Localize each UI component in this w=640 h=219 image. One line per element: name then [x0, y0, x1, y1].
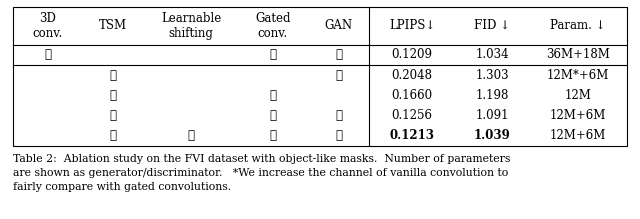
- Text: 36M+18M: 36M+18M: [546, 48, 610, 62]
- Text: ✓: ✓: [44, 48, 51, 62]
- Text: ✓: ✓: [109, 129, 116, 142]
- Text: 1.039: 1.039: [474, 129, 511, 142]
- Text: LPIPS↓: LPIPS↓: [389, 19, 435, 32]
- Text: 12M*+6M: 12M*+6M: [547, 69, 609, 82]
- Text: 0.1209: 0.1209: [392, 48, 433, 62]
- Bar: [13, 7, 627, 146]
- Text: 0.1660: 0.1660: [392, 89, 433, 102]
- Text: ✓: ✓: [269, 48, 276, 62]
- Text: TSM: TSM: [99, 19, 127, 32]
- Text: 3D
conv.: 3D conv.: [33, 12, 63, 40]
- Text: 0.1256: 0.1256: [392, 109, 433, 122]
- Text: ✓: ✓: [335, 129, 342, 142]
- Text: Table 2:  Ablation study on the FVI dataset with object-like masks.  Number of p: Table 2: Ablation study on the FVI datas…: [13, 154, 510, 192]
- Text: GAN: GAN: [324, 19, 353, 32]
- Text: Param. ↓: Param. ↓: [550, 19, 606, 32]
- Text: 12M+6M: 12M+6M: [550, 129, 606, 142]
- Text: ✓: ✓: [335, 69, 342, 82]
- Text: ✓: ✓: [335, 109, 342, 122]
- Text: ✓: ✓: [269, 129, 276, 142]
- Text: 12M: 12M: [564, 89, 591, 102]
- Text: Learnable
shifting: Learnable shifting: [161, 12, 221, 40]
- Text: 0.1213: 0.1213: [390, 129, 435, 142]
- Text: ✓: ✓: [335, 48, 342, 62]
- Text: FID ↓: FID ↓: [474, 19, 510, 32]
- Text: ✓: ✓: [269, 89, 276, 102]
- Text: ✓: ✓: [269, 109, 276, 122]
- Text: 0.2048: 0.2048: [392, 69, 433, 82]
- Text: ✓: ✓: [109, 89, 116, 102]
- Text: ✓: ✓: [188, 129, 195, 142]
- Text: ✓: ✓: [109, 109, 116, 122]
- Text: 1.303: 1.303: [476, 69, 509, 82]
- Text: Gated
conv.: Gated conv.: [255, 12, 291, 40]
- Text: 1.091: 1.091: [476, 109, 509, 122]
- Text: 1.034: 1.034: [476, 48, 509, 62]
- Text: 12M+6M: 12M+6M: [550, 109, 606, 122]
- Text: 1.198: 1.198: [476, 89, 509, 102]
- Text: ✓: ✓: [109, 69, 116, 82]
